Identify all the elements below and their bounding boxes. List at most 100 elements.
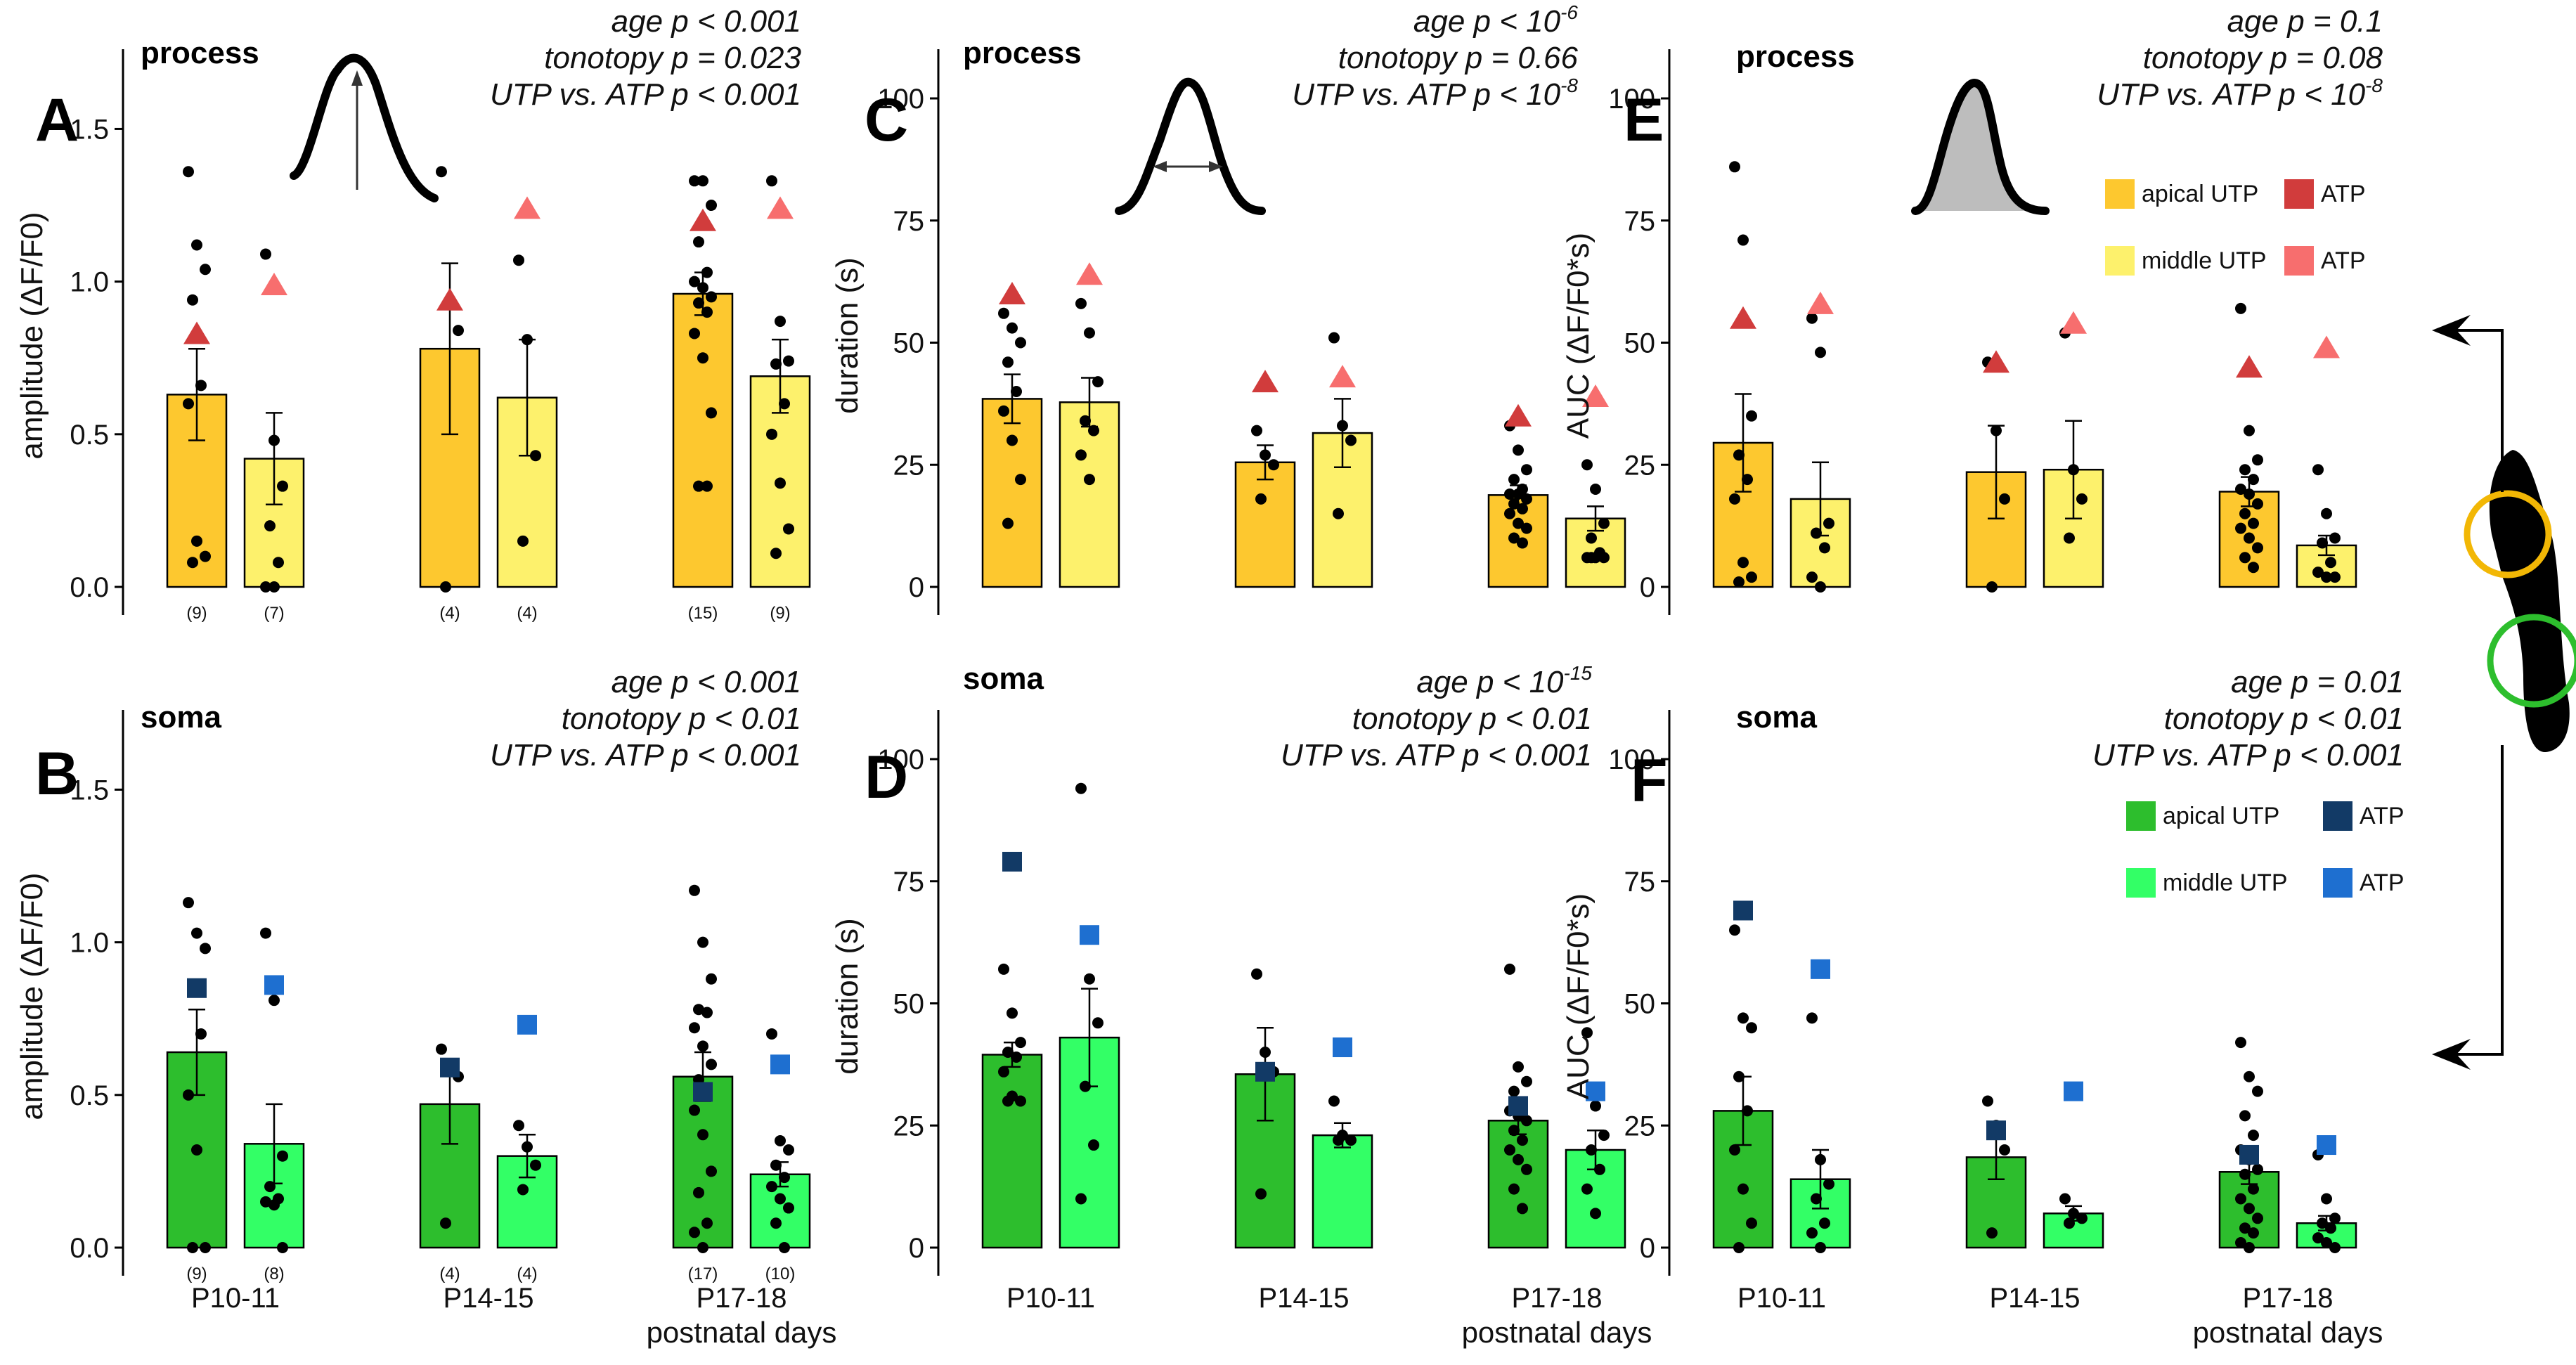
legend: apical UTP ATP middle UTP ATP [2126, 801, 2405, 898]
data-point [1080, 1080, 1091, 1092]
data-point [2248, 1183, 2259, 1195]
legend-label: ATP [2321, 181, 2366, 207]
data-point [775, 477, 786, 489]
data-point [1521, 1115, 1532, 1127]
data-point [1508, 474, 1520, 486]
data-point [1746, 571, 1757, 583]
data-point [1513, 488, 1524, 500]
atp-marker [1076, 262, 1103, 285]
data-point [260, 1196, 271, 1208]
data-point [697, 352, 708, 364]
data-point [783, 523, 794, 535]
data-point [1521, 493, 1532, 505]
atp-marker [440, 1057, 460, 1078]
x-category-label: P17-18 [697, 1283, 787, 1314]
data-point [268, 581, 280, 593]
data-point [1517, 1134, 1528, 1146]
data-point [2317, 1217, 2328, 1229]
atp-marker [770, 1054, 790, 1075]
data-point [440, 1217, 451, 1229]
data-point [701, 1007, 713, 1018]
y-tick-label: 25 [1624, 1111, 1656, 1141]
data-point [2248, 517, 2259, 529]
data-point [697, 282, 708, 294]
y-axis-label: AUC (ΔF/F0*s) [1561, 893, 1596, 1099]
data-point [1729, 1144, 1740, 1156]
data-point [2252, 454, 2263, 466]
panel-title: process [1736, 39, 1855, 74]
stat-line: tonotopy p < 0.01 [562, 701, 801, 736]
data-point [2064, 532, 2075, 544]
panel-title: soma [963, 661, 1044, 696]
data-point [706, 407, 717, 419]
y-tick-label: 0.5 [70, 1080, 109, 1111]
data-point [697, 1242, 708, 1253]
data-point [1999, 1144, 2010, 1156]
legend-swatch [2284, 246, 2314, 276]
data-point [689, 276, 700, 287]
data-point [2076, 1212, 2088, 1224]
data-point [2244, 488, 2255, 500]
data-point [1815, 1242, 1826, 1253]
data-point [2235, 484, 2246, 495]
data-point [1819, 542, 1830, 554]
legend-swatch [2126, 801, 2156, 831]
data-point [2235, 302, 2246, 314]
data-point [268, 995, 280, 1007]
x-category-label: P10-11 [1007, 1283, 1095, 1314]
x-category-label: P10-11 [191, 1283, 280, 1314]
y-tick-label: 0.0 [70, 1233, 109, 1264]
data-point [2321, 507, 2332, 519]
data-point [701, 266, 713, 278]
y-tick-label: 1.0 [70, 928, 109, 959]
data-point [1746, 410, 1757, 422]
data-point [277, 1150, 288, 1162]
x-axis-title: postnatal days [1462, 1316, 1652, 1349]
y-tick-label: 75 [1624, 867, 1656, 898]
data-point [783, 1144, 794, 1156]
n-label: (4) [439, 1264, 460, 1283]
data-point [1011, 386, 1022, 397]
data-point [2325, 557, 2336, 569]
y-tick-label: 0 [909, 572, 924, 603]
data-point [191, 927, 202, 939]
legend-label: apical UTP [2142, 181, 2258, 207]
atp-marker [1807, 291, 1834, 314]
atp-marker [261, 272, 287, 295]
data-point [697, 936, 708, 948]
atp-marker [1730, 306, 1756, 329]
data-point [2252, 542, 2263, 554]
atp-marker [187, 978, 207, 998]
data-point [2321, 571, 2332, 583]
y-tick-label: 1.5 [70, 775, 109, 806]
y-tick-label: 0 [909, 1233, 924, 1264]
trace-inset-auc [1911, 79, 2050, 215]
data-point [2252, 498, 2263, 510]
data-point [277, 480, 288, 492]
data-point [1084, 474, 1095, 486]
data-point [697, 1129, 708, 1141]
data-point [2248, 1227, 2259, 1239]
data-point [260, 581, 271, 593]
bar-apical [672, 1075, 734, 1249]
y-tick-label: 0 [1640, 572, 1655, 603]
data-point [436, 1043, 447, 1055]
atp-marker [1080, 925, 1099, 945]
stat-line: UTP vs. ATP p < 0.001 [490, 738, 801, 772]
data-point [1333, 1134, 1344, 1146]
data-point [1729, 161, 1740, 173]
data-point [2321, 1193, 2332, 1205]
cell-illustration [2464, 450, 2576, 752]
data-point [998, 307, 1009, 319]
data-point [1080, 415, 1091, 427]
data-point [1508, 1183, 1520, 1195]
y-axis-label: duration (s) [830, 257, 865, 414]
data-point [775, 1134, 786, 1146]
data-point [998, 1066, 1009, 1078]
data-point [1815, 1153, 1826, 1165]
data-point [191, 239, 202, 251]
stat-line: age p = 0.1 [2227, 4, 2383, 39]
atp-marker [517, 1014, 537, 1035]
data-point [1733, 449, 1745, 461]
y-tick-label: 1.5 [70, 114, 109, 145]
